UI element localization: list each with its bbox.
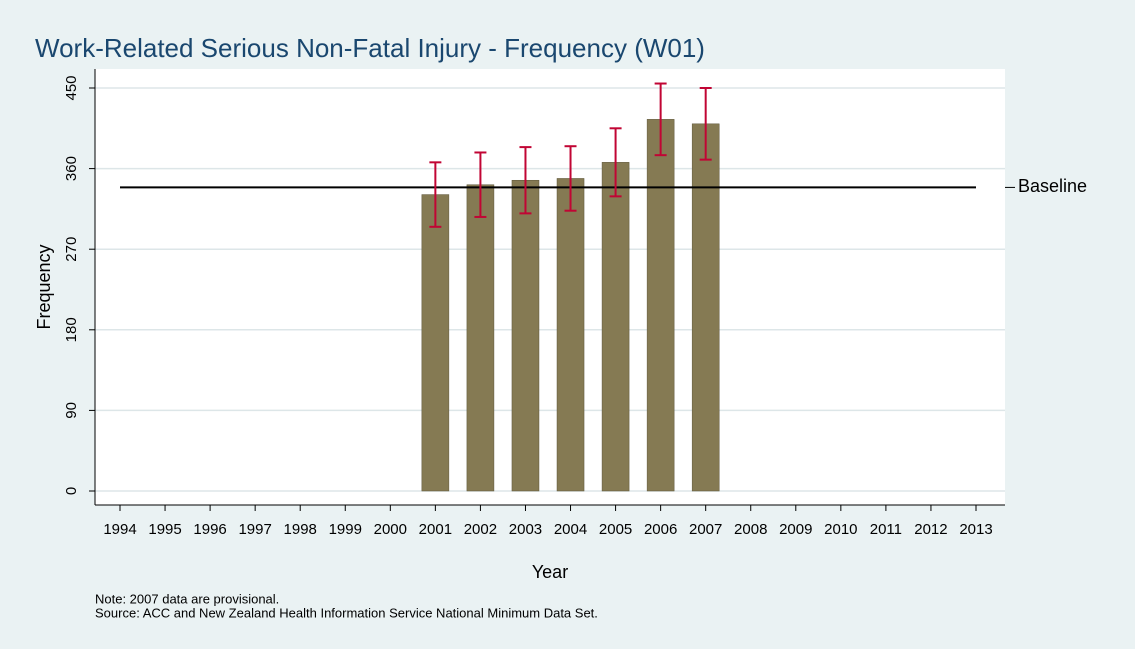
baseline-label: Baseline: [1018, 176, 1087, 196]
x-tick-label: 2007: [689, 521, 722, 538]
x-tick-label: 1994: [103, 521, 136, 538]
y-axis-label: Frequency: [34, 244, 54, 329]
x-tick-label: 2012: [914, 521, 947, 538]
x-tick-label: 2005: [599, 521, 632, 538]
x-tick-label: 1995: [148, 521, 181, 538]
x-tick-label: 2004: [554, 521, 587, 538]
x-tick-label: 1996: [193, 521, 226, 538]
x-axis-label: Year: [532, 562, 568, 582]
x-tick-label: 2009: [779, 521, 812, 538]
y-tick-label: 360: [63, 156, 80, 181]
y-tick-label: 0: [63, 487, 80, 495]
bar: [556, 178, 585, 492]
x-tick-label: 2000: [374, 521, 407, 538]
y-tick-label: 270: [63, 237, 80, 262]
bar: [421, 194, 450, 492]
chart-title: Work-Related Serious Non-Fatal Injury - …: [35, 33, 705, 63]
bar: [646, 119, 675, 492]
bar: [466, 184, 495, 492]
x-tick-label: 1998: [284, 521, 317, 538]
y-tick-label: 90: [63, 402, 80, 419]
x-tick-label: 2011: [870, 521, 902, 538]
x-tick-label: 2002: [464, 521, 497, 538]
x-tick-label: 2013: [959, 521, 992, 538]
note: Note: 2007 data are provisional.: [95, 591, 279, 606]
x-tick-label: 2006: [644, 521, 677, 538]
note: Source: ACC and New Zealand Health Infor…: [95, 605, 598, 620]
bar: [511, 179, 540, 492]
x-tick-label: 1999: [329, 521, 362, 538]
bar: [601, 162, 630, 492]
x-tick-label: 2003: [509, 521, 542, 538]
x-tick-label: 1997: [238, 521, 271, 538]
x-tick-label: 2001: [419, 521, 452, 538]
x-tick-label: 2008: [734, 521, 767, 538]
bar: [691, 123, 720, 492]
y-tick-label: 180: [63, 317, 80, 342]
plot-area: [95, 69, 1005, 505]
x-tick-label: 2010: [824, 521, 857, 538]
y-tick-label: 450: [63, 75, 80, 100]
